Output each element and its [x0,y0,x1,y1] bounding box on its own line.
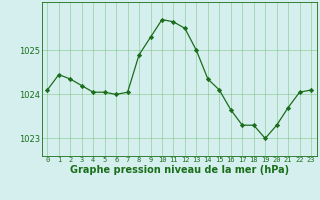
X-axis label: Graphe pression niveau de la mer (hPa): Graphe pression niveau de la mer (hPa) [70,165,289,175]
